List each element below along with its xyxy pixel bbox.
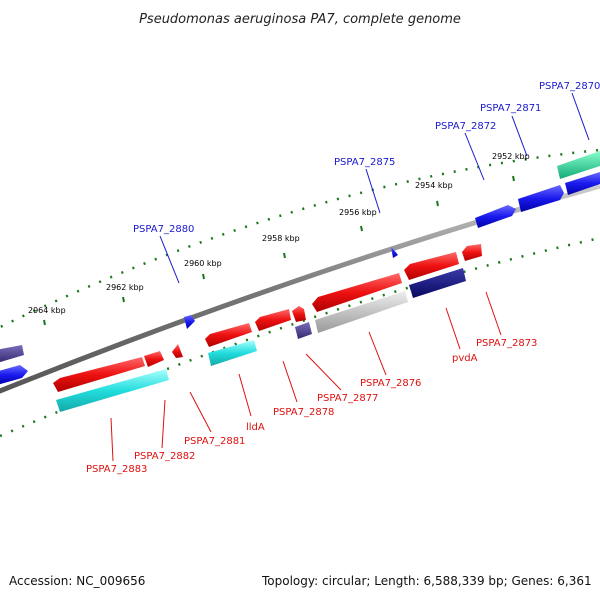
- major-ticks: [43, 175, 515, 326]
- reverse-gene: [292, 306, 306, 322]
- major-tick: [360, 225, 363, 232]
- reverse-gene: [312, 273, 402, 312]
- forward-gene-teal: [557, 151, 600, 179]
- major-tick: [43, 319, 46, 326]
- gene-label[interactable]: PSPA7_2882: [134, 451, 195, 462]
- leader-line: [511, 115, 528, 157]
- gene-label[interactable]: PSPA7_2881: [184, 436, 245, 447]
- outer-tick-track: [0, 148, 600, 329]
- forward-gene: [0, 365, 28, 385]
- tick-label: 2964 kbp: [28, 306, 66, 315]
- tick-label: 2960 kbp: [184, 259, 222, 268]
- leader-line: [159, 235, 180, 284]
- leader-line: [445, 307, 461, 350]
- leader-line: [368, 331, 387, 376]
- leader-line: [571, 92, 590, 141]
- tick-label: 2954 kbp: [415, 181, 453, 190]
- reverse-gene-grey: [315, 291, 408, 333]
- accession-text: Accession: NC_009656: [9, 574, 146, 588]
- gene-label[interactable]: PSPA7_2870: [539, 81, 600, 92]
- reverse-gene: [404, 252, 459, 280]
- reverse-gene: [53, 357, 145, 392]
- gene-label[interactable]: pvdA: [452, 353, 478, 364]
- reverse-gene: [462, 244, 482, 261]
- forward-gene-slate: [0, 345, 24, 363]
- leader-line: [464, 132, 485, 181]
- forward-gene: [565, 172, 600, 195]
- leader-line: [238, 373, 252, 417]
- gene-label[interactable]: PSPA7_2880: [133, 224, 194, 235]
- leader-line: [305, 353, 342, 391]
- rna-gene-cyan: [56, 369, 169, 412]
- reverse-leader-lines: [110, 291, 502, 462]
- reverse-strand-genes: [53, 244, 482, 412]
- leader-line: [189, 391, 212, 433]
- major-tick: [283, 252, 286, 259]
- forward-gene-small: [184, 315, 195, 329]
- page-title: Pseudomonas aeruginosa PA7, complete gen…: [139, 12, 461, 27]
- major-tick: [436, 200, 439, 207]
- leader-line: [110, 417, 114, 462]
- leader-line: [161, 399, 166, 449]
- tick-label: 2962 kbp: [106, 283, 144, 292]
- gene-label[interactable]: lldA: [246, 422, 265, 433]
- gene-label[interactable]: PSPA7_2876: [360, 378, 421, 389]
- reverse-gene: [205, 323, 252, 347]
- forward-gene-labels: PSPA7_2880 PSPA7_2875 PSPA7_2872 PSPA7_2…: [133, 81, 600, 235]
- reverse-gene: [144, 351, 164, 367]
- gene-label[interactable]: PSPA7_2875: [334, 157, 395, 168]
- genome-summary-text: Topology: circular; Length: 6,588,339 bp…: [262, 574, 592, 588]
- gene-label[interactable]: PSPA7_2878: [273, 407, 334, 418]
- gene-label[interactable]: PSPA7_2871: [480, 103, 541, 114]
- gene-label[interactable]: PSPA7_2873: [476, 338, 537, 349]
- forward-gene-small: [391, 247, 398, 258]
- reverse-gene-labels: PSPA7_2883 PSPA7_2882 PSPA7_2881 lldA PS…: [86, 338, 537, 475]
- forward-leader-lines: [159, 92, 590, 284]
- reverse-gene-small: [172, 344, 183, 358]
- forward-gene: [475, 205, 516, 228]
- tick-label: 2952 kbp: [492, 152, 530, 161]
- reverse-gene-navy: [409, 268, 466, 298]
- major-tick: [122, 296, 125, 303]
- tick-label: 2956 kbp: [339, 208, 377, 217]
- leader-line: [485, 291, 502, 336]
- major-tick: [202, 273, 205, 280]
- leader-line: [282, 360, 298, 403]
- gene-label[interactable]: PSPA7_2883: [86, 464, 147, 475]
- tick-labels: 2964 kbp 2962 kbp 2960 kbp 2958 kbp 2956…: [28, 152, 530, 315]
- major-tick: [512, 175, 515, 182]
- gene-label[interactable]: PSPA7_2872: [435, 121, 496, 132]
- reverse-gene-slate: [295, 322, 312, 339]
- gene-label[interactable]: PSPA7_2877: [317, 393, 378, 404]
- forward-strand-genes: [0, 151, 600, 385]
- genome-backbone: [0, 183, 600, 394]
- forward-gene: [518, 185, 564, 212]
- reverse-gene: [255, 309, 291, 331]
- rna-gene-cyan: [208, 340, 257, 366]
- tick-label: 2958 kbp: [262, 234, 300, 243]
- leader-line: [365, 168, 381, 214]
